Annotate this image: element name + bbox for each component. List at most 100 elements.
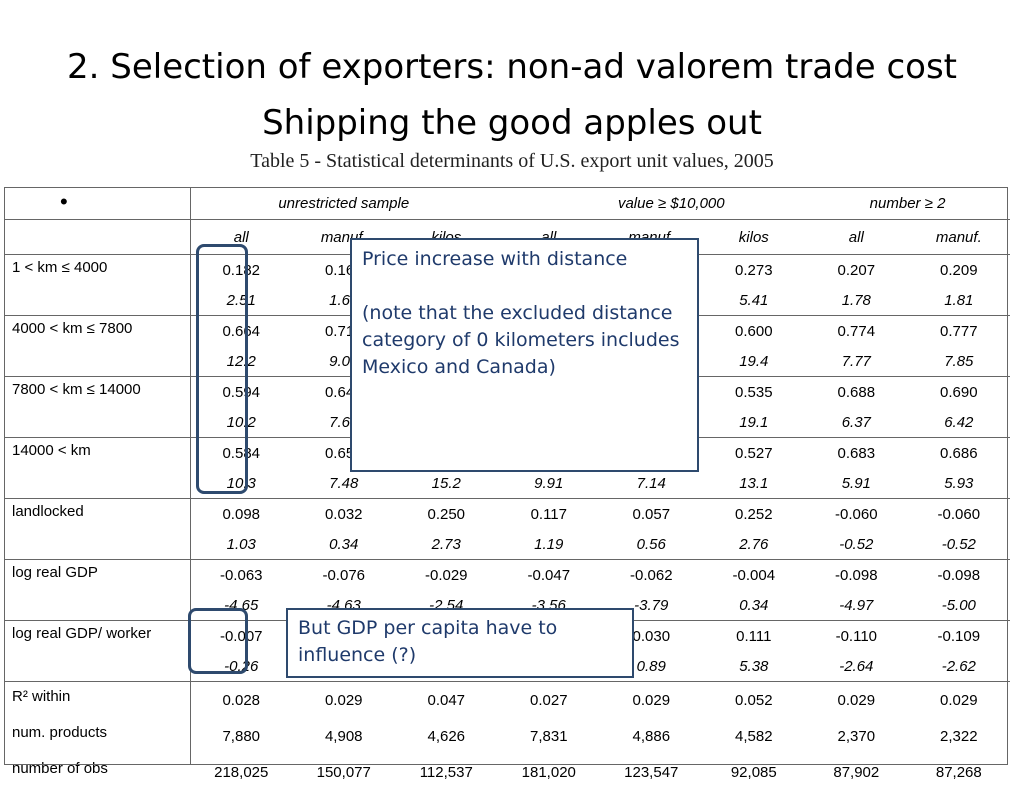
- footer-cell: 4,908: [324, 727, 363, 745]
- footer-cell: 4,582: [735, 727, 773, 745]
- row-label: 14000 < km: [4, 437, 190, 499]
- coef-cell: 0.117: [497, 498, 601, 529]
- distance-callout: Price increase with distance (note that …: [350, 238, 699, 472]
- footer-cell: 0.027: [497, 681, 601, 718]
- table-caption: Table 5 - Statistical determinants of U.…: [250, 150, 774, 172]
- footer-cell: 0.047: [395, 681, 498, 718]
- tstat-cell: 0.56: [636, 535, 666, 553]
- tstat-cell: 6.37: [841, 413, 871, 431]
- group-header-row: unrestricted sample value ≥ $10,000 number…: [4, 187, 1010, 220]
- coef-cell: 0.688: [805, 376, 908, 407]
- tstat-cell: 1.81: [944, 291, 974, 309]
- tstat-cell: 2.73: [431, 535, 461, 553]
- tstat-cell: -2.64: [839, 657, 874, 675]
- coef-cell: 0.774: [805, 315, 908, 346]
- coef-cell: 0.777: [907, 315, 1011, 346]
- tstat-cell: 0.89: [636, 657, 666, 675]
- coef-cell: 0.250: [395, 498, 498, 529]
- footer-label: num. products: [12, 724, 108, 741]
- footer-cell: 0.029: [600, 681, 703, 718]
- coef-cell: -0.007: [190, 620, 293, 651]
- row-label: 7800 < km ≤ 14000: [4, 376, 190, 438]
- distance-callout-note: (note that the excluded distance categor…: [362, 302, 680, 378]
- tstat-cell: 5.38: [739, 657, 769, 675]
- footer-cell: 123,547: [624, 763, 679, 781]
- coef-cell: 0.252: [702, 498, 806, 529]
- coef-cell: 0.207: [805, 254, 908, 285]
- gdp-worker-highlight: [188, 608, 248, 674]
- table-label-divider: [190, 187, 191, 765]
- footer-cell: 181,020: [521, 763, 576, 781]
- coef-cell: 0.683: [805, 437, 908, 468]
- footer-cell: 218,025: [214, 763, 269, 781]
- coef-cell: 0.209: [907, 254, 1011, 285]
- tstat-cell: 9.91: [534, 474, 564, 492]
- footer-cell: 2,322: [940, 727, 978, 745]
- coef-cell: -0.098: [805, 559, 908, 590]
- coef-cell: -0.062: [600, 559, 703, 590]
- gdp-callout: But GDP per capita have to influence (?): [286, 608, 634, 678]
- column-header: manuf.: [907, 219, 1011, 255]
- footer-cell: 4,626: [427, 727, 466, 745]
- slide-subtitle: Shipping the good apples out: [262, 103, 762, 143]
- footer-cell: 7,831: [530, 727, 568, 745]
- footer-cell: 87,268: [935, 763, 982, 781]
- tstat-cell: 0.34: [739, 596, 769, 614]
- footer-cell: 112,537: [419, 763, 473, 781]
- tstat-cell: 19.1: [739, 413, 769, 431]
- row-label: log real GDP: [4, 559, 190, 621]
- table-row: landlocked 0.098 0.032 0.250 0.117 0.057 0.252…: [4, 498, 1011, 560]
- tstat-cell: -4.97: [839, 596, 874, 614]
- group-header: value ≥ $10,000: [617, 194, 725, 212]
- column-header: all: [805, 219, 908, 255]
- tstat-cell: 1.03: [226, 535, 256, 553]
- tstat-cell: 7.77: [841, 352, 871, 370]
- row-label: log real GDP/ worker: [4, 620, 190, 682]
- footer-cell: 0.029: [805, 681, 908, 718]
- coef-cell: -0.076: [292, 559, 395, 590]
- tstat-cell: -0.52: [941, 535, 976, 553]
- tstat-cell: 7.48: [329, 474, 359, 492]
- footer-cell: 2,370: [837, 727, 876, 745]
- row-label: landlocked: [4, 498, 190, 560]
- coef-cell: 0.686: [907, 437, 1011, 468]
- tstat-cell: 13.1: [739, 474, 769, 492]
- table-row-tstat: 12.2 9.01 19.4 7.77 7.85: [4, 346, 1010, 377]
- coef-cell: 0.182: [190, 254, 293, 285]
- footer-cell: 0.052: [702, 681, 806, 718]
- tstat-cell: 6.42: [944, 413, 974, 431]
- coef-cell: 0.032: [292, 498, 395, 529]
- row-label: 1 < km ≤ 4000: [4, 254, 190, 316]
- footer-cell: 150,077: [316, 763, 371, 781]
- coef-cell: 0.690: [907, 376, 1011, 407]
- bullet-point: •: [60, 189, 68, 214]
- tstat-cell: 12.2: [226, 352, 256, 370]
- tstat-cell: 19.4: [739, 352, 769, 370]
- coef-cell: -0.004: [702, 559, 806, 590]
- coef-cell: -0.047: [497, 559, 601, 590]
- tstat-cell: 5.41: [739, 291, 769, 309]
- coef-cell: 0.527: [702, 437, 806, 468]
- column-header: kilos: [702, 219, 806, 255]
- footer-label: number of obs: [12, 760, 108, 777]
- coef-cell: -0.063: [190, 559, 293, 590]
- coef-cell: 0.111: [702, 620, 806, 651]
- statistics-table: unrestricted sample value ≥ $10,000 number…: [4, 187, 1011, 790]
- footer-cell: 92,085: [730, 763, 777, 781]
- footer-row: number of obs 218,025 150,077 112,537 181,02…: [4, 754, 1010, 790]
- footer-cell: 4,886: [632, 727, 671, 745]
- tstat-cell: 5.93: [944, 474, 974, 492]
- column-header: all: [190, 219, 293, 255]
- footer-row: R² within 0.028 0.029 0.047 0.027 0.029 0.052 0…: [4, 681, 1011, 718]
- tstat-cell: 0.34: [329, 535, 359, 553]
- group-header: unrestricted sample: [278, 194, 410, 212]
- table-row-tstat: 1.03 0.34 2.73 1.19 0.56 2.76 -0.52 -0.52: [4, 529, 1010, 560]
- coef-cell: 0.098: [190, 498, 293, 529]
- group-header: number ≥ 2: [869, 194, 946, 212]
- coef-cell: 0.664: [190, 315, 293, 346]
- coef-cell: -0.060: [805, 498, 908, 529]
- header-corner: [4, 187, 190, 220]
- coef-cell: -0.110: [805, 620, 908, 651]
- footer-label: R² within: [4, 681, 190, 718]
- tstat-cell: 2.76: [739, 535, 769, 553]
